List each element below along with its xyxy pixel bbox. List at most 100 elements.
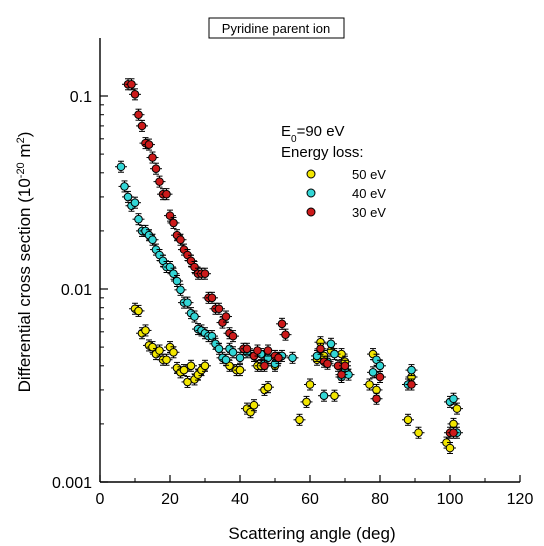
data-point bbox=[445, 443, 455, 453]
data-point bbox=[228, 331, 238, 341]
data-point bbox=[183, 298, 192, 307]
data-point bbox=[176, 285, 185, 295]
data-point bbox=[260, 361, 269, 371]
data-point bbox=[375, 372, 385, 382]
data-point bbox=[407, 380, 416, 389]
x-tick-label: 120 bbox=[507, 491, 534, 508]
data-point bbox=[242, 344, 252, 354]
data-point bbox=[144, 140, 154, 149]
y-axis-label-unit: m bbox=[15, 143, 34, 162]
data-point bbox=[165, 211, 175, 220]
x-ticks: 0 20 40 60 80 100 120 bbox=[96, 475, 534, 508]
data-point bbox=[337, 370, 346, 379]
data-point bbox=[305, 380, 315, 389]
data-point bbox=[449, 428, 458, 438]
data-point bbox=[130, 198, 140, 207]
data-point bbox=[162, 355, 171, 365]
data-point bbox=[162, 189, 171, 199]
data-point bbox=[340, 361, 350, 371]
x-tick-label: 20 bbox=[161, 491, 179, 508]
series-40-eV bbox=[115, 160, 463, 439]
data-point bbox=[155, 346, 164, 355]
data-point bbox=[155, 177, 164, 186]
x-tick-label: 40 bbox=[231, 491, 249, 508]
y-axis-label-unit-sup: 2 bbox=[15, 137, 27, 143]
data-point bbox=[368, 368, 378, 377]
data-point bbox=[151, 164, 161, 174]
x-tick-label: 60 bbox=[301, 491, 319, 508]
x-tick-label: 80 bbox=[371, 491, 389, 508]
data-point bbox=[200, 269, 210, 279]
legend-marker bbox=[306, 169, 316, 179]
data-point bbox=[148, 235, 157, 245]
data-point bbox=[414, 428, 423, 438]
data-point bbox=[127, 79, 136, 89]
y-ticks: 0.001 0.01 0.1 bbox=[52, 89, 108, 492]
data-point bbox=[295, 415, 304, 425]
data-point bbox=[134, 110, 143, 120]
data-point bbox=[141, 326, 150, 335]
data-point bbox=[214, 344, 224, 354]
legend-label: 50 eV bbox=[352, 167, 386, 182]
series-50-eV bbox=[129, 302, 463, 455]
x-tick-label: 100 bbox=[437, 491, 464, 508]
legend-items: 50 eV 40 eV 30 eV bbox=[306, 167, 386, 220]
y-tick-label: 0.01 bbox=[61, 282, 92, 299]
data-point bbox=[253, 346, 262, 355]
data-point bbox=[319, 391, 329, 400]
data-point bbox=[186, 361, 196, 371]
legend-label: 30 eV bbox=[352, 205, 386, 220]
data-point bbox=[134, 306, 143, 316]
legend: E0=90 eV Energy loss: 50 eV 40 eV 30 eV bbox=[281, 123, 386, 220]
data-point bbox=[330, 391, 339, 400]
data-point bbox=[375, 361, 385, 371]
data-point bbox=[190, 312, 199, 321]
data-point bbox=[372, 394, 381, 404]
data-point bbox=[452, 404, 462, 413]
data-point bbox=[190, 262, 199, 272]
data-point bbox=[134, 214, 143, 224]
data-point bbox=[207, 293, 217, 303]
y-tick-label: 0.001 bbox=[52, 475, 92, 492]
legend-energy: E0=90 eV bbox=[281, 123, 345, 145]
legend-label: 40 eV bbox=[352, 186, 386, 201]
data-point bbox=[120, 182, 129, 191]
data-point bbox=[148, 342, 157, 352]
data-point bbox=[123, 192, 133, 202]
data-point bbox=[235, 365, 245, 375]
data-point bbox=[179, 365, 189, 375]
data-point bbox=[407, 365, 416, 375]
legend-marker bbox=[306, 188, 316, 198]
legend-marker bbox=[306, 207, 316, 217]
data-point bbox=[221, 355, 231, 365]
chart-title-box: Pyridine parent ion bbox=[208, 17, 345, 39]
series-30-eV bbox=[122, 78, 460, 439]
data-point bbox=[449, 419, 458, 429]
data-point bbox=[323, 359, 332, 369]
y-axis-label-end: ) bbox=[15, 132, 34, 138]
x-tick-label: 0 bbox=[96, 491, 105, 508]
data-point bbox=[176, 235, 185, 245]
y-axis-label-main: Differential cross section (10 bbox=[15, 178, 34, 392]
data-point bbox=[200, 361, 210, 371]
data-point bbox=[214, 304, 224, 314]
data-point bbox=[169, 347, 178, 357]
data-point bbox=[263, 346, 273, 355]
data-point bbox=[403, 415, 413, 425]
data-point bbox=[235, 353, 245, 363]
data-point bbox=[277, 319, 287, 329]
data-point bbox=[249, 400, 259, 410]
data-point bbox=[312, 351, 322, 361]
y-axis-label-sup: -20 bbox=[15, 162, 27, 178]
axes: 0 20 40 60 80 100 120 0.001 0.01 0.1 bbox=[52, 38, 533, 508]
data-point bbox=[316, 344, 325, 354]
data-point bbox=[130, 90, 140, 99]
data-point bbox=[228, 347, 238, 357]
data-point bbox=[169, 269, 178, 279]
y-axis-label: Differential cross section (10-20 m2) bbox=[15, 132, 34, 393]
data-point bbox=[169, 218, 178, 228]
legend-energy-loss: Energy loss: bbox=[281, 144, 364, 161]
data-point bbox=[365, 380, 374, 389]
data-point bbox=[302, 397, 311, 407]
